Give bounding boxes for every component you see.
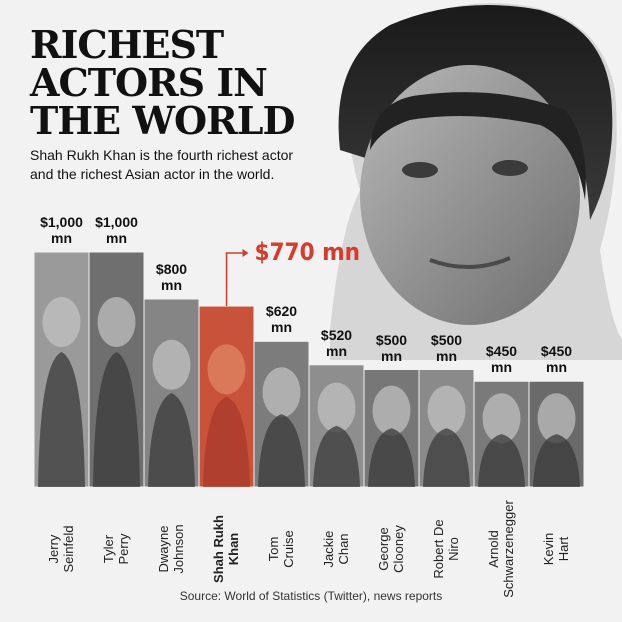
value-label: $520 mn [320, 326, 353, 359]
portrait-face [482, 393, 521, 444]
category-label: Jackie Chan [320, 530, 351, 568]
portrait-body [148, 393, 195, 487]
category-label: George Clooney [375, 525, 406, 573]
portrait-body [258, 414, 305, 487]
portrait-body [38, 352, 85, 487]
portrait-body [533, 434, 580, 487]
portrait-body [93, 352, 140, 487]
portrait-face [427, 385, 466, 436]
arrow-head [242, 249, 249, 257]
value-label: $620 mn [265, 303, 298, 336]
value-label: $800 mn [155, 261, 188, 293]
value-label: $770 mn [254, 238, 360, 266]
value-label: $1,000 mn [95, 214, 138, 246]
category-label: Tom Cruise [265, 530, 296, 568]
source: Source: World of Statistics (Twitter), n… [179, 589, 443, 603]
hero-portrait [330, 3, 622, 360]
pointer-arrow [225, 252, 243, 307]
portrait-body [478, 434, 525, 487]
portrait-face [42, 297, 81, 347]
category-label: Jerry Seinfeld [45, 525, 76, 573]
category-label: Shah Rukh Khan [210, 515, 241, 583]
category-label: Robert De Niro [430, 519, 461, 579]
portrait-face [372, 385, 411, 436]
category-label: Tyler Perry [100, 533, 131, 565]
portrait-face [537, 393, 576, 444]
value-label: $1,000 mn [40, 214, 83, 246]
portrait-body [423, 428, 470, 487]
portrait-face [317, 382, 356, 433]
portrait-face [207, 344, 246, 395]
value-label: $500 mn [375, 331, 408, 364]
value-label: $500 mn [430, 331, 463, 364]
portrait-body [313, 425, 360, 487]
title: RICHEST ACTORS IN THE WORLD [30, 22, 295, 143]
category-label: Kevin Hart [540, 532, 571, 566]
subtitle: Shah Rukh Khan is the fourth richest act… [30, 147, 294, 182]
portrait-face [97, 297, 136, 347]
portrait-body [368, 428, 415, 487]
portrait-body [203, 396, 250, 487]
portrait-face [262, 367, 301, 418]
value-label: $450 mn [540, 343, 573, 376]
portrait-face [152, 339, 191, 390]
category-label: Arnold Schwarzenegger [485, 500, 516, 598]
category-label: Dwayne Johnson [155, 524, 186, 574]
value-label: $450 mn [485, 343, 518, 376]
